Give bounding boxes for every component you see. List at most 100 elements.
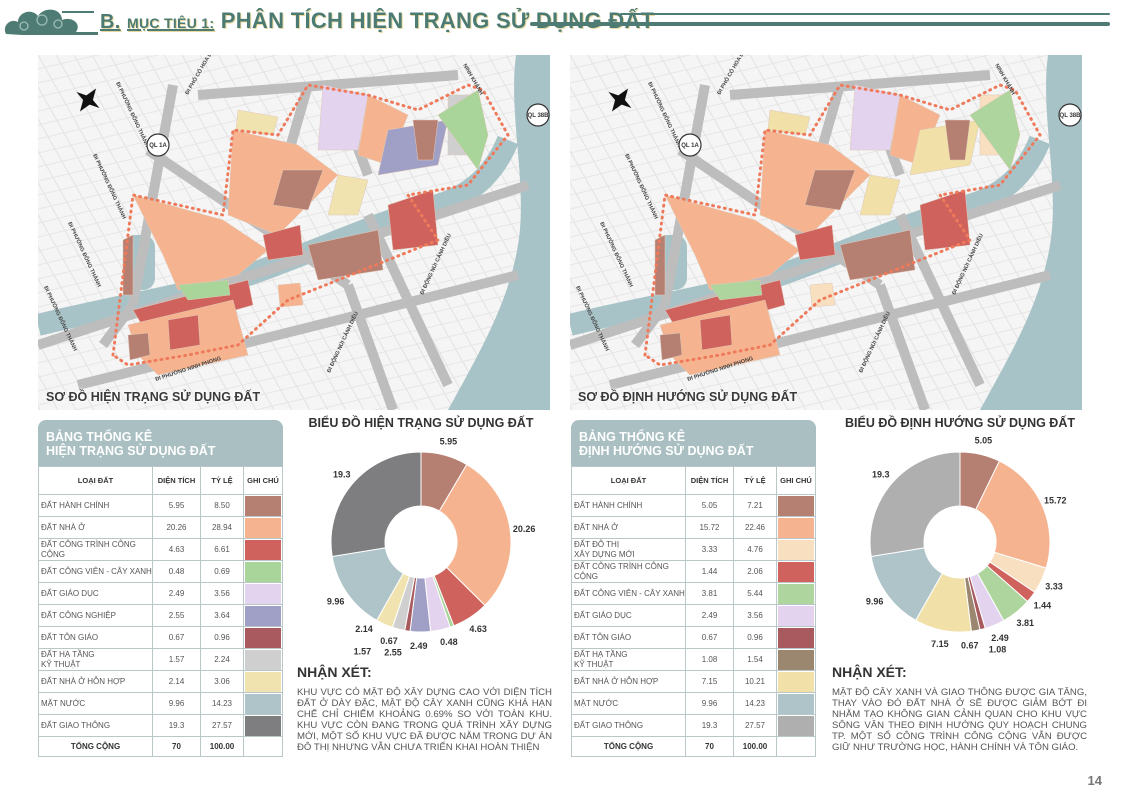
total-row: TỔNG CỘNG 70 100.00 (38, 736, 283, 757)
column-header: GHI CHÚ (776, 466, 816, 495)
land-type: ĐẤT CÔNG TRÌNH CÔNG CỘNG (571, 560, 686, 583)
land-zone (839, 229, 916, 281)
slice-label: 0.48 (440, 637, 458, 647)
percent: 2.06 (733, 560, 777, 583)
table-row: ĐẤT CÔNG TRÌNH CÔNG CỘNG 4.63 6.61 (38, 538, 283, 561)
column-header: GHI CHÚ (243, 466, 283, 495)
land-zone (327, 174, 369, 216)
slice-label: 9.96 (866, 596, 884, 606)
percent: 2.24 (200, 648, 244, 671)
road (570, 180, 1062, 350)
area: 5.95 (152, 494, 201, 517)
table-row: ĐẤT HẠ TẦNG KỸ THUẬT 1.08 1.54 (571, 648, 816, 671)
table-row: ĐẤT HÀNH CHÍNH 5.95 8.50 (38, 494, 283, 517)
slice-label: 15.72 (1044, 495, 1067, 505)
percent: 27.57 (733, 714, 777, 737)
area: 1.08 (685, 648, 734, 671)
area: 20.26 (152, 516, 201, 539)
slice-label: 4.63 (469, 624, 487, 634)
percent: 28.94 (200, 516, 244, 539)
remark-heading: NHẬN XÉT: (832, 664, 907, 680)
slice-label: 2.55 (384, 648, 402, 658)
percent: 3.56 (200, 582, 244, 605)
planned-land-use-donut-chart: 5.05 15.72 3.33 1.443.81 2.49 0.67 1.08 7.15 9.9… (866, 436, 1067, 655)
percent: 22.46 (733, 516, 777, 539)
land-type: ĐẤT GIAO THÔNG (38, 714, 153, 737)
land-type: ĐẤT NHÀ Ở HỖN HỢP (38, 670, 153, 693)
header-divider (530, 22, 1110, 26)
land-type: ĐẤT NHÀ Ở HỖN HỢP (571, 670, 686, 693)
donut-slice (975, 460, 1051, 569)
project-boundary (643, 83, 1042, 367)
highway-label: QL 1A (681, 143, 699, 149)
area: 19.3 (152, 714, 201, 737)
highway-shield-icon (678, 133, 702, 157)
color-swatch (245, 495, 281, 516)
color-swatch (778, 495, 814, 516)
area: 9.96 (685, 692, 734, 715)
total-percent: 100.00 (733, 736, 777, 757)
land-zone (859, 174, 901, 216)
map-caption: SƠ ĐỒ ĐỊNH HƯỚNG SỬ DỤNG ĐẤT (578, 390, 798, 404)
table-row: MẶT NƯỚC 9.96 14.23 (38, 692, 283, 715)
area: 7.15 (685, 670, 734, 693)
land-zone (709, 279, 763, 301)
column-header: DIỆN TÍCH (152, 466, 201, 495)
column-header: TỶ LỆ (733, 466, 777, 495)
land-type: ĐẤT HÀNH CHÍNH (38, 494, 153, 517)
highway-shield-icon (1058, 103, 1082, 127)
land-zone (919, 189, 971, 251)
area: 2.14 (152, 670, 201, 693)
cloud-logo-icon (4, 9, 98, 35)
land-zone (809, 282, 836, 308)
land-zone (132, 194, 269, 291)
table-row: ĐẤT TÔN GIÁO 0.67 0.96 (571, 626, 816, 649)
remark-heading: NHẬN XÉT: (297, 664, 372, 680)
remark-text: MẬT ĐỘ CÂY XANH VÀ GIAO THÔNG ĐƯỢC GIA T… (832, 687, 1087, 753)
area: 1.44 (685, 560, 734, 583)
column-header: TỶ LỆ (200, 466, 244, 495)
table-row: ĐẤT GIAO THÔNG 19.3 27.57 (38, 714, 283, 737)
color-swatch (778, 715, 814, 736)
land-zone (412, 119, 439, 161)
land-zone (944, 119, 971, 161)
page-title: B. MỤC TIÊU 1: PHÂN TÍCH HIỆN TRẠNG SỬ D… (100, 8, 655, 33)
total-area: 70 (152, 736, 201, 757)
land-zone (387, 189, 439, 251)
table-row: ĐẤT NHÀ Ở 15.72 22.46 (571, 516, 816, 539)
land-type: MẶT NƯỚC (38, 692, 153, 715)
highway-shield-icon (146, 133, 170, 157)
slice-label: 2.49 (991, 633, 1009, 643)
area: 2.49 (685, 604, 734, 627)
percent: 0.96 (200, 626, 244, 649)
color-swatch (245, 715, 281, 736)
percent: 3.56 (733, 604, 777, 627)
land-type: ĐẤT CÔNG NGHIỆP (38, 604, 153, 627)
area: 2.49 (152, 582, 201, 605)
road (729, 70, 991, 100)
land-type: ĐẤT NHÀ Ở (571, 516, 686, 539)
highway-label: QL 1A (149, 143, 167, 149)
river (980, 55, 1082, 410)
area: 0.67 (685, 626, 734, 649)
table-title: BẢNG THỐNG KÊ HIỆN TRẠNG SỬ DỤNG ĐẤT (38, 420, 283, 466)
land-zone (177, 279, 231, 301)
slice-label: 20.26 (513, 524, 536, 534)
color-swatch (778, 561, 814, 582)
road (197, 70, 459, 100)
table-row: ĐẤT NHÀ Ở HỖN HỢP 7.15 10.21 (571, 670, 816, 693)
project-boundary (111, 83, 510, 367)
land-zone (262, 224, 304, 261)
slice-label: 0.67 (961, 641, 979, 651)
slice-label: 7.15 (931, 639, 949, 649)
percent: 4.76 (733, 538, 777, 561)
land-type: ĐẤT CÔNG TRÌNH CÔNG CỘNG (38, 538, 153, 561)
table-row: MẶT NƯỚC 9.96 14.23 (571, 692, 816, 715)
donut-slice (869, 451, 961, 558)
table-title: BẢNG THỐNG KÊ ĐỊNH HƯỚNG SỬ DỤNG ĐẤT (571, 420, 816, 466)
land-type: ĐẤT TÔN GIÁO (571, 626, 686, 649)
table-header-row: LOẠI ĐẤT DIỆN TÍCH TỶ LỆ GHI CHÚ (571, 466, 816, 495)
table-row: ĐẤT CÔNG TRÌNH CÔNG CỘNG 1.44 2.06 (571, 560, 816, 583)
color-swatch (245, 517, 281, 538)
table-row: ĐẤT ĐÔ THỊ XÂY DỰNG MỚI 3.33 4.76 (571, 538, 816, 561)
